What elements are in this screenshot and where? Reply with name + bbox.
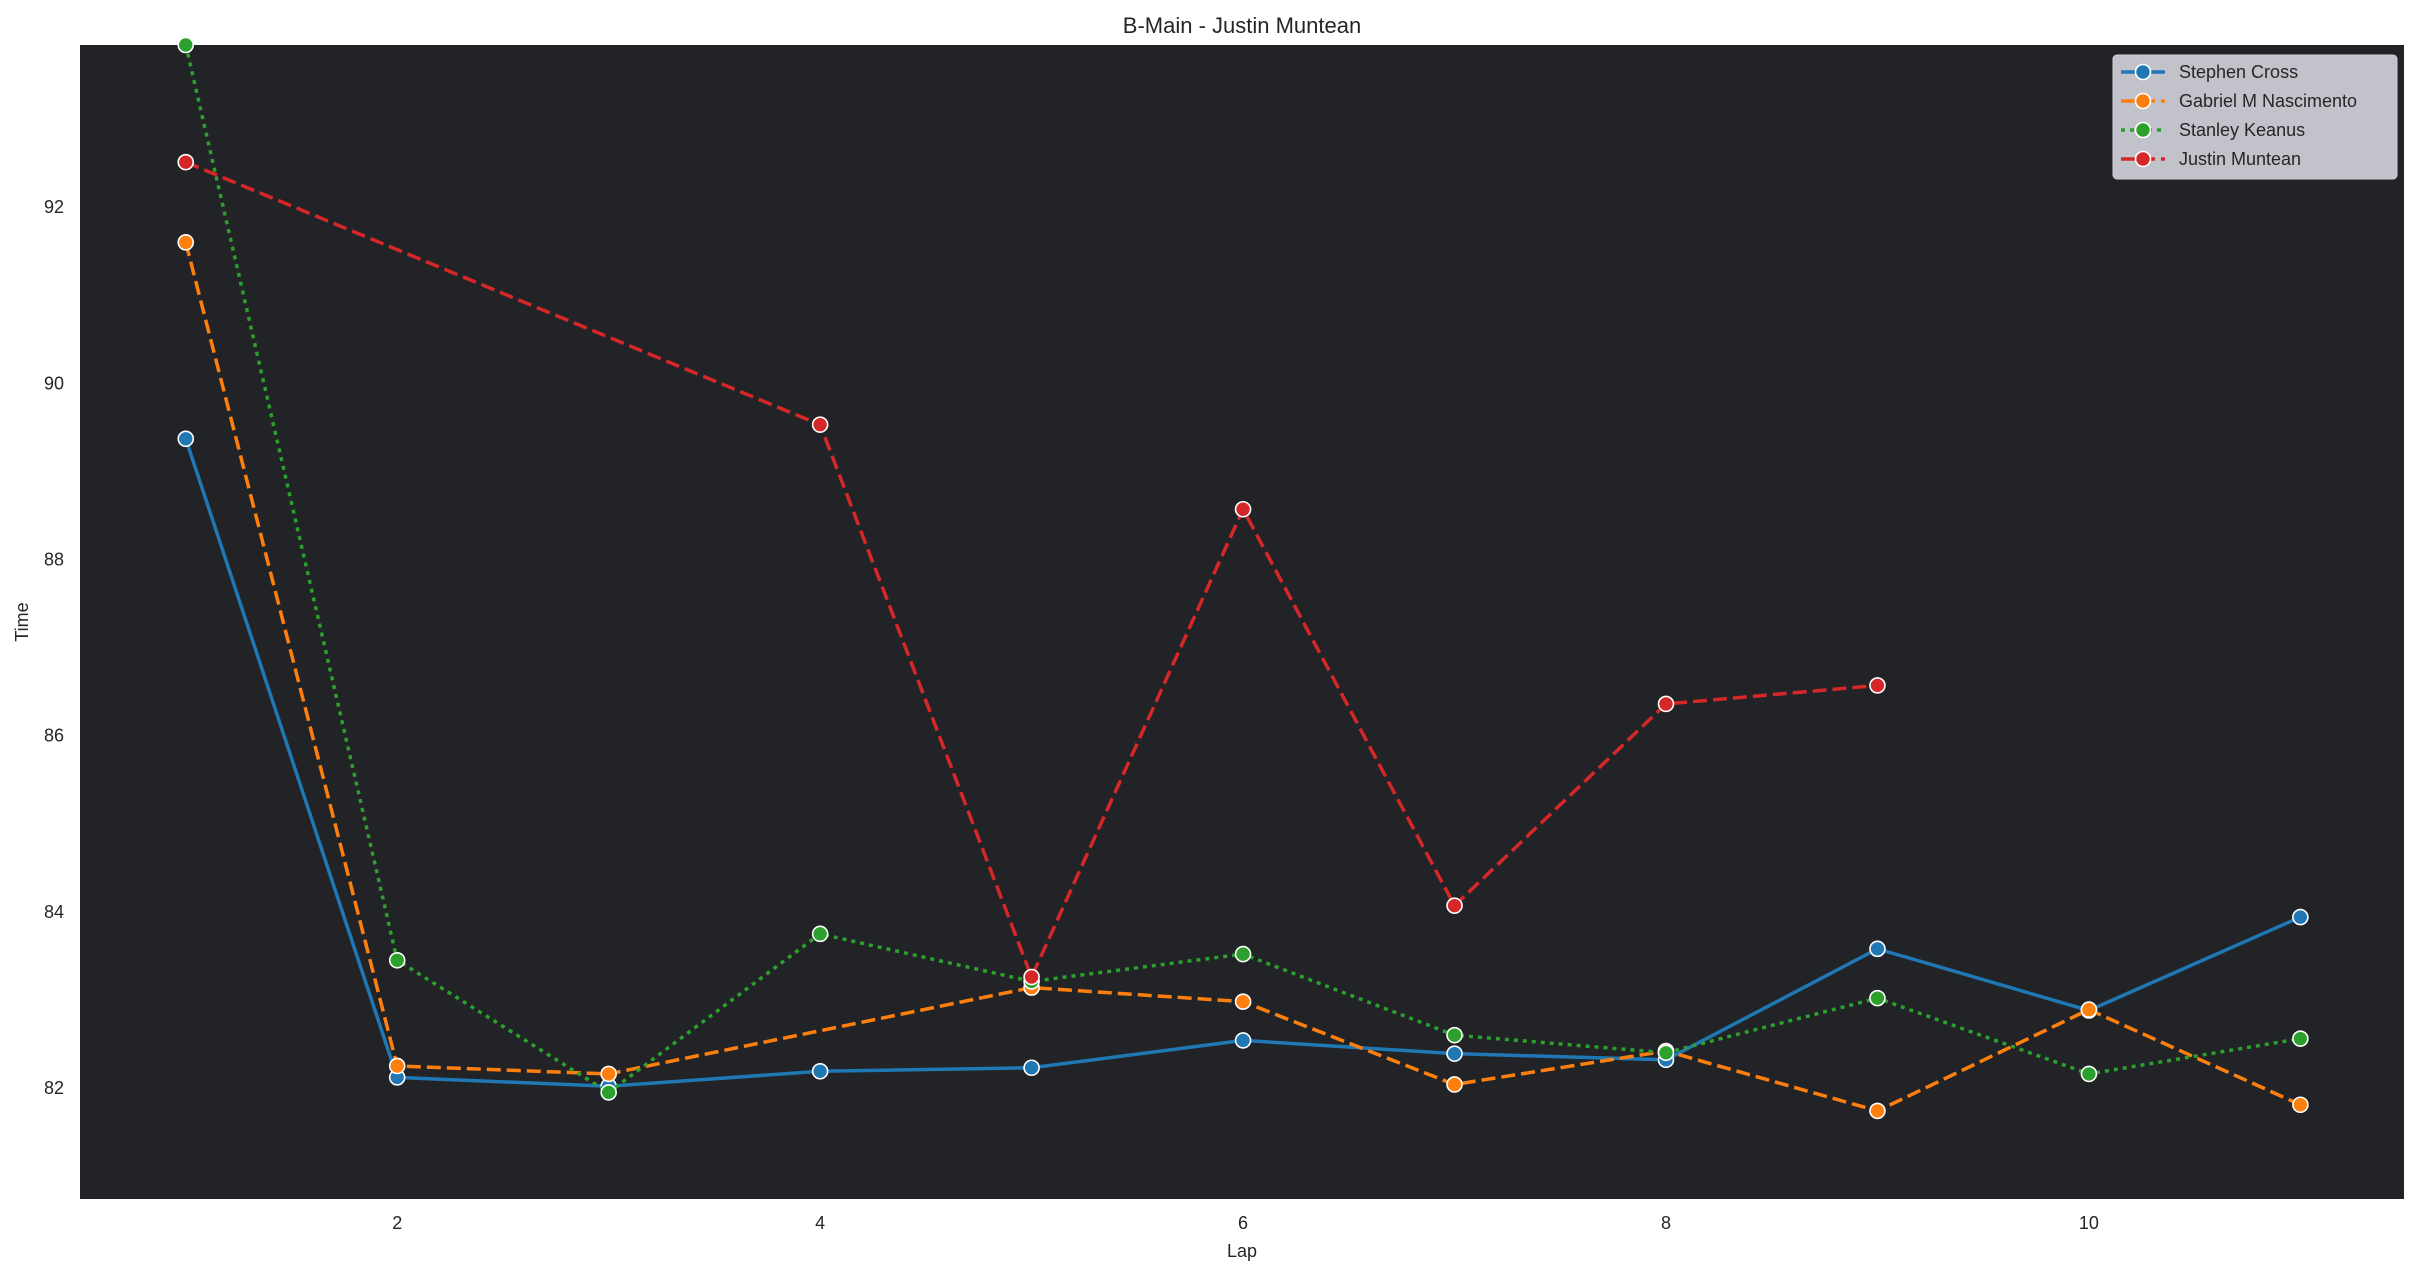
legend-label: Justin Muntean: [2179, 149, 2301, 169]
data-point: [1023, 1059, 1040, 1077]
data-point: [1446, 1076, 1463, 1093]
chart-title: B-Main - Justin Muntean: [1123, 13, 1361, 38]
y-tick-label: 88: [44, 549, 64, 569]
data-point: [2292, 908, 2309, 926]
y-tick-label: 92: [44, 197, 64, 217]
legend-label: Stanley Keanus: [2179, 120, 2305, 140]
axis-ticks: 2 4 6 8 10 82 84 86 88 90 92: [44, 197, 2099, 1233]
data-point: [1234, 993, 1252, 1010]
data-point: [1446, 1026, 1463, 1044]
data-point: [2080, 1001, 2098, 1018]
data-point: [1869, 677, 1886, 694]
legend-marker: [2134, 121, 2152, 139]
legend-marker: [2134, 92, 2152, 110]
x-axis-label: Lap: [1227, 1241, 1257, 1261]
x-tick-label: 2: [392, 1213, 402, 1233]
x-tick-label: 4: [815, 1213, 825, 1233]
y-tick-label: 84: [44, 902, 64, 922]
data-point: [1869, 989, 1886, 1007]
data-point: [1023, 968, 1040, 986]
series-line-1: [184, 241, 2302, 1113]
data-point: [2292, 1030, 2309, 1047]
data-point: [1869, 940, 1886, 958]
data-point: [1234, 945, 1252, 963]
y-axis-label: Time: [12, 602, 32, 641]
y-tick-label: 86: [44, 726, 64, 746]
data-point: [600, 1084, 617, 1101]
legend-label: Gabriel M Nascimento: [2179, 91, 2357, 111]
data-point: [600, 1065, 617, 1083]
legend-label: Stephen Cross: [2179, 62, 2298, 82]
legend-marker: [2134, 63, 2152, 81]
data-point: [2080, 1065, 2098, 1083]
data-point: [388, 951, 406, 969]
data-point: [1234, 1032, 1252, 1049]
data-point: [2292, 1096, 2309, 1114]
legend-box: [2112, 54, 2398, 180]
data-point: [1657, 695, 1675, 713]
legend: Stephen Cross Gabriel M Nascimento Stanley…: [2112, 54, 2398, 180]
y-tick-label: 82: [44, 1078, 64, 1098]
data-point: [177, 430, 195, 448]
data-point: [1446, 897, 1463, 914]
data-point: [177, 36, 195, 54]
data-point: [1657, 1044, 1675, 1062]
y-tick-label: 90: [44, 373, 64, 393]
data-point: [177, 153, 195, 171]
x-tick-label: 10: [2079, 1213, 2099, 1233]
x-tick-label: 6: [1238, 1213, 1248, 1233]
data-point: [388, 1057, 406, 1075]
data-point: [811, 925, 829, 943]
data-point: [1446, 1045, 1463, 1062]
x-tick-label: 8: [1661, 1213, 1671, 1233]
data-point: [1869, 1102, 1886, 1120]
data-point: [177, 234, 195, 251]
series-lines: [177, 36, 2309, 1120]
data-point: [1234, 500, 1252, 518]
data-point: [811, 1062, 829, 1080]
legend-marker: [2134, 150, 2152, 168]
data-point: [811, 416, 829, 433]
